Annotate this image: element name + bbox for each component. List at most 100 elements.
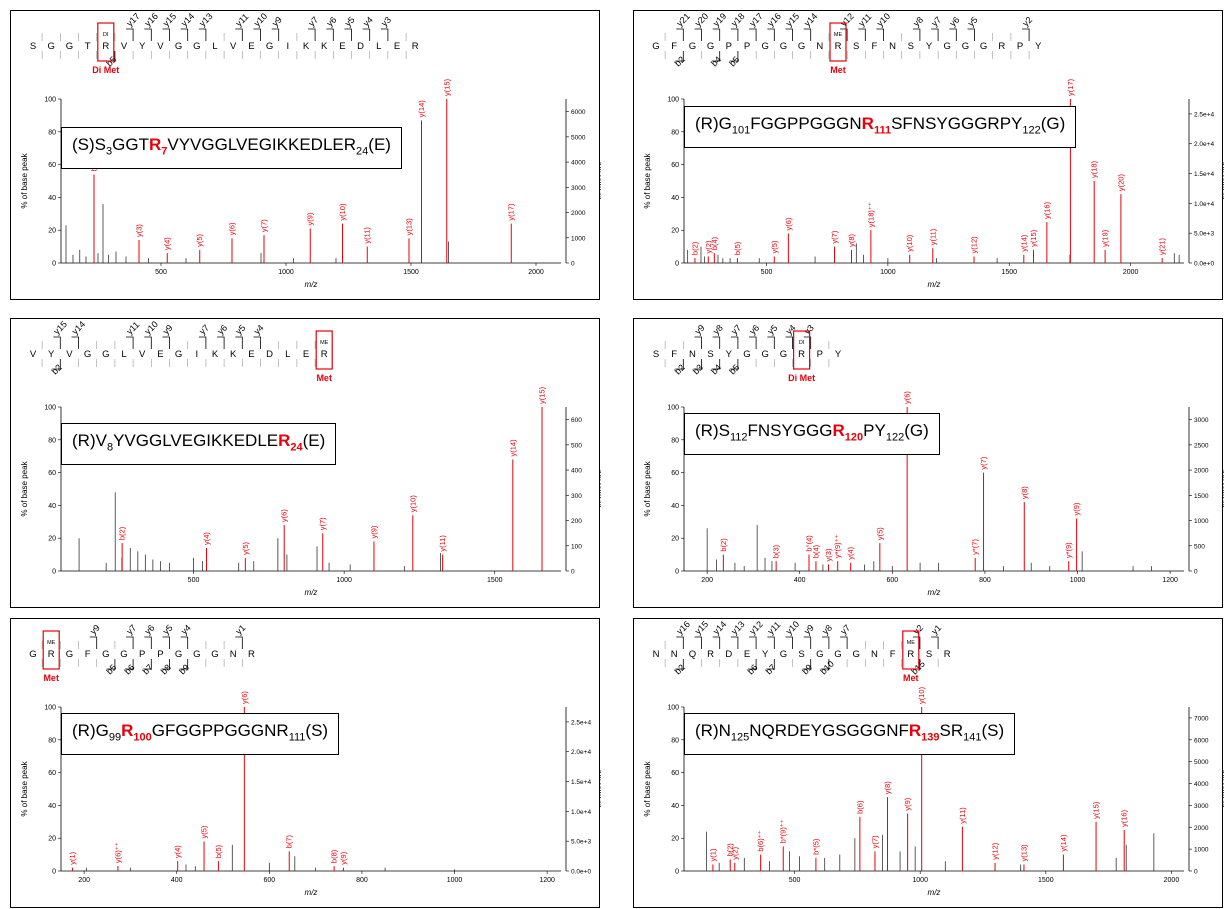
- title-part: 24: [290, 441, 303, 454]
- y-ion-mark: [694, 336, 702, 349]
- y-ion-label: y3: [802, 323, 816, 337]
- y-ion-mark: [712, 636, 721, 649]
- y-tick-label: 80: [671, 437, 679, 444]
- peak-label: b(2): [726, 843, 735, 857]
- y-ion-label: y1: [234, 623, 248, 637]
- x-tick-label: 500: [188, 577, 200, 584]
- residue: R: [998, 41, 1005, 52]
- title-part: (R)G: [695, 114, 732, 133]
- modification-box: [793, 330, 811, 370]
- y-ion-label: y6: [215, 323, 229, 337]
- title-part: GFGGPPGGGNR: [151, 721, 289, 740]
- title-part: (E): [368, 135, 391, 154]
- y2-axis-label: ion current: [1220, 770, 1224, 809]
- residue: G: [120, 649, 127, 660]
- y-ion-label: y19: [711, 11, 728, 28]
- b-ion-label: b5: [727, 54, 741, 68]
- y-ion-mark: [253, 28, 261, 41]
- peak-label: b(4): [710, 236, 719, 250]
- residue: F: [671, 349, 677, 360]
- y-ion-mark: [180, 636, 189, 649]
- y-ion-mark: [912, 636, 921, 649]
- peak-label: y(7): [830, 230, 839, 243]
- x-tick-label: 400: [794, 577, 806, 584]
- peak-label: y(2): [704, 240, 713, 253]
- x-tick-label: 1500: [1001, 269, 1017, 276]
- title-part: 8: [106, 441, 114, 454]
- x-tick-label: 400: [171, 877, 183, 884]
- y-ion-label: y5: [766, 323, 780, 337]
- y-ion-label: y21: [675, 11, 692, 28]
- y-tick-label: 40: [48, 195, 56, 202]
- x-axis-label: m/z: [305, 280, 318, 289]
- residue: E: [744, 649, 750, 660]
- modification-label: Met: [903, 673, 919, 683]
- peak-label: y(18): [1090, 160, 1099, 178]
- y2-tick-label: 6000: [1194, 737, 1209, 744]
- y-ion-mark: [712, 28, 721, 41]
- b-ion-mark: [106, 659, 116, 670]
- b-ion-label: b9: [177, 662, 191, 676]
- y-tick-label: 0: [675, 261, 679, 268]
- peak-label: y(3): [824, 548, 833, 561]
- y2-tick-label: 6000: [571, 109, 586, 116]
- y2-tick-label: 5000: [1194, 759, 1209, 766]
- y-tick-label: 60: [671, 770, 679, 777]
- peak-label: b(6): [855, 800, 864, 814]
- peak-label: y(13): [1019, 844, 1028, 862]
- y-tick-label: 40: [671, 803, 679, 810]
- peak-label: y(6): [280, 509, 289, 522]
- residue: Y: [48, 349, 55, 360]
- y-ion-label: y9: [88, 623, 102, 637]
- axes: 0 20 40 60 80 100 500 1000 1500 2000 0.0e+0 5.0e+3 1…: [643, 97, 1224, 290]
- y2-tick-label: 1500: [1194, 493, 1209, 500]
- axes: 0 20 40 60 80 100 500 1000 1500 2000 0 1000 2000 3000…: [20, 97, 601, 290]
- modification-box: [902, 630, 920, 670]
- residue: P: [1017, 41, 1023, 52]
- residue: L: [121, 349, 126, 360]
- y-ion-label: y9: [270, 15, 284, 29]
- y-ion-mark: [71, 336, 79, 349]
- x-tick-label: 1000: [912, 877, 928, 884]
- peak-label: y(7): [318, 517, 327, 530]
- peak-label: y(8): [847, 233, 856, 246]
- peak-label: b*(5): [811, 838, 820, 855]
- y-ion-mark: [821, 636, 830, 649]
- title-part: R: [832, 421, 845, 440]
- y2-tick-label: 5.0e+3: [571, 839, 591, 846]
- residue: G: [834, 649, 841, 660]
- x-tick-label: 500: [155, 269, 167, 276]
- residue: K: [212, 349, 219, 360]
- modification-tag: ME: [320, 340, 329, 346]
- y-ion-label: y5: [343, 15, 357, 29]
- b-ion-label: b5: [727, 362, 741, 376]
- x-axis-label: m/z: [305, 888, 318, 897]
- residue: F: [85, 649, 91, 660]
- residue: R: [321, 349, 328, 360]
- peaks: b(2) y(2)b(4) b(5) y(5) y(6) y(7) y(8) y(18)⁺⁺ y…: [687, 78, 1180, 263]
- peak-label: b(6)⁺⁺: [756, 830, 765, 851]
- peak-label: y(14): [508, 439, 517, 457]
- y-ion-label: y14: [179, 11, 196, 28]
- y-ion-label: y14: [711, 619, 728, 636]
- y2-tick-label: 2.5e+4: [571, 719, 591, 726]
- title-part: 100: [133, 731, 152, 744]
- y-ion-mark: [162, 636, 170, 649]
- title-part: 122: [885, 431, 905, 444]
- y-ion-mark: [235, 336, 243, 349]
- b-ion-label: b2: [673, 362, 687, 376]
- y2-tick-label: 500: [1194, 543, 1205, 550]
- title-part: (G): [904, 421, 929, 440]
- residue: N: [671, 649, 678, 660]
- y-ion-mark: [749, 636, 757, 649]
- residue: Y: [835, 349, 842, 360]
- peak-label: y*(7): [971, 539, 980, 555]
- y-ion-label: y9: [161, 323, 175, 337]
- y2-tick-label: 0.0e+0: [1194, 261, 1214, 268]
- b-ion-label: b2: [50, 362, 64, 376]
- residue: G: [798, 41, 805, 52]
